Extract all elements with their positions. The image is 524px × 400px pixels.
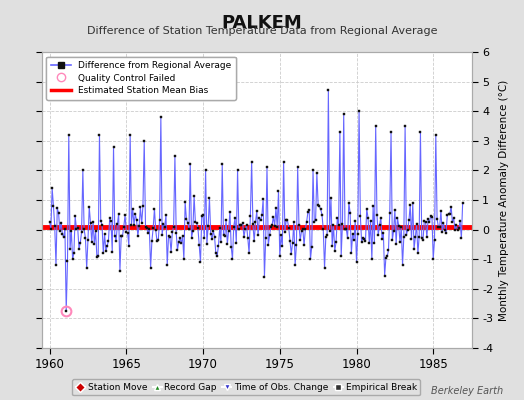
Difference from Regional Average [436,225,443,230]
Text: PALKEM: PALKEM [222,14,302,32]
Y-axis label: Monthly Temperature Anomaly Difference (°C): Monthly Temperature Anomaly Difference (… [499,79,509,321]
Text: Berkeley Earth: Berkeley Earth [431,386,503,396]
Difference from Regional Average [358,240,365,244]
Difference from Regional Average [63,309,69,314]
Difference from Regional Average [460,201,466,206]
Legend: Difference from Regional Average, Quality Control Failed, Estimated Station Mean: Difference from Regional Average, Qualit… [47,56,236,100]
Difference from Regional Average [47,219,53,224]
Difference from Regional Average [399,263,406,268]
Difference from Regional Average [159,232,165,237]
Text: Difference of Station Temperature Data from Regional Average: Difference of Station Temperature Data f… [87,26,437,36]
Legend: Station Move, Record Gap, Time of Obs. Change, Empirical Break: Station Move, Record Gap, Time of Obs. C… [72,379,420,396]
Difference from Regional Average [325,88,332,93]
Difference from Regional Average [328,196,334,200]
Difference from Regional Average [108,219,114,224]
Line: Difference from Regional Average: Difference from Regional Average [48,89,464,312]
